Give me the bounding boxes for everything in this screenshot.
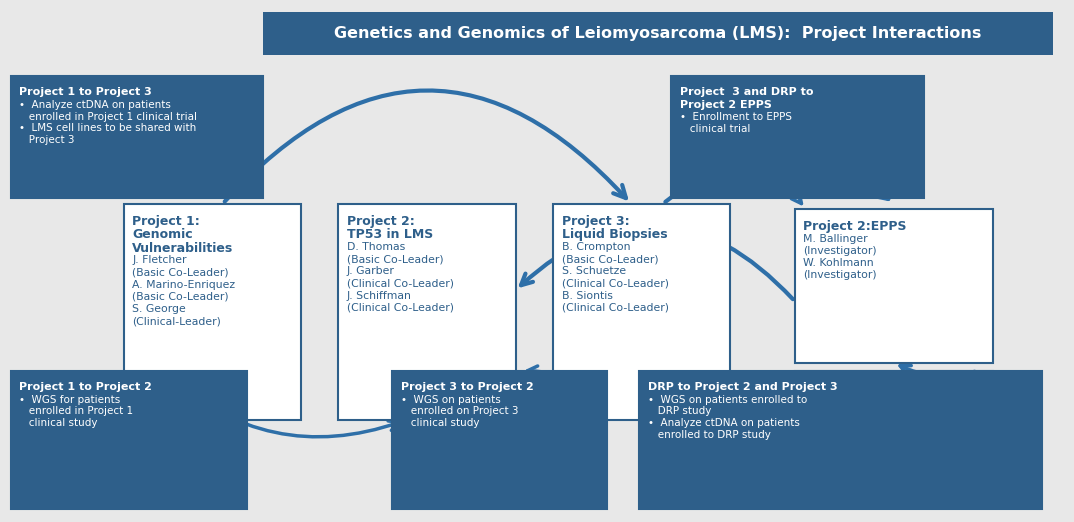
Text: DRP:: DRP: bbox=[803, 382, 838, 395]
FancyBboxPatch shape bbox=[338, 204, 516, 420]
Text: (Basic Co-Leader): (Basic Co-Leader) bbox=[132, 292, 229, 302]
Text: (Clinical Co-Leader): (Clinical Co-Leader) bbox=[347, 303, 454, 313]
Text: •  Analyze ctDNA on patients: • Analyze ctDNA on patients bbox=[19, 100, 171, 110]
Text: Project 1:: Project 1: bbox=[132, 215, 200, 228]
FancyBboxPatch shape bbox=[11, 76, 263, 198]
Text: Pilot Trial Localized LMS: Pilot Trial Localized LMS bbox=[803, 396, 955, 406]
Text: Project 2:: Project 2: bbox=[347, 215, 415, 228]
Text: TP53 in LMS: TP53 in LMS bbox=[347, 229, 433, 242]
Text: Genomic: Genomic bbox=[132, 229, 192, 242]
Text: Genetics and Genomics of Leiomyosarcoma (LMS):  Project Interactions: Genetics and Genomics of Leiomyosarcoma … bbox=[334, 26, 982, 41]
Text: Project 3 to Project 2: Project 3 to Project 2 bbox=[401, 382, 534, 392]
Text: Project  3 and DRP to: Project 3 and DRP to bbox=[680, 87, 813, 97]
Text: •  Analyze ctDNA on patients: • Analyze ctDNA on patients bbox=[648, 419, 799, 429]
Text: Project 2 EPPS: Project 2 EPPS bbox=[680, 100, 772, 110]
Text: (Basic Co-Leader): (Basic Co-Leader) bbox=[132, 267, 229, 278]
Text: D. Thomas: D. Thomas bbox=[347, 242, 405, 252]
Text: S. Schuetze (Principal Investigator): S. Schuetze (Principal Investigator) bbox=[803, 408, 987, 418]
Text: (Clinical Co-Leader): (Clinical Co-Leader) bbox=[562, 279, 669, 289]
Text: clinical study: clinical study bbox=[19, 419, 98, 429]
Text: (Investigator): (Investigator) bbox=[803, 270, 877, 280]
Text: J. Garber: J. Garber bbox=[347, 266, 395, 276]
Text: DRP study: DRP study bbox=[648, 407, 711, 417]
FancyBboxPatch shape bbox=[795, 209, 993, 363]
Text: DRP to Project 2 and Project 3: DRP to Project 2 and Project 3 bbox=[648, 382, 838, 392]
Text: W. Kohlmann: W. Kohlmann bbox=[803, 258, 874, 268]
Text: (Clinical-Leader): (Clinical-Leader) bbox=[132, 316, 221, 326]
Text: enrolled in Project 1 clinical trial: enrolled in Project 1 clinical trial bbox=[19, 112, 198, 122]
Text: •  WGS on patients: • WGS on patients bbox=[401, 395, 500, 405]
FancyBboxPatch shape bbox=[795, 371, 993, 452]
Text: •  WGS for patients: • WGS for patients bbox=[19, 395, 120, 405]
Text: S. Schuetze: S. Schuetze bbox=[562, 266, 626, 276]
FancyBboxPatch shape bbox=[392, 371, 607, 509]
Text: Project 3: Project 3 bbox=[19, 135, 75, 146]
Text: clinical study: clinical study bbox=[401, 419, 479, 429]
Text: •  LMS cell lines to be shared with: • LMS cell lines to be shared with bbox=[19, 124, 197, 134]
FancyBboxPatch shape bbox=[11, 371, 247, 509]
Text: Project 1 to Project 3: Project 1 to Project 3 bbox=[19, 87, 153, 97]
Text: enrolled on Project 3: enrolled on Project 3 bbox=[401, 407, 518, 417]
Text: (Basic Co-Leader): (Basic Co-Leader) bbox=[347, 254, 444, 264]
Text: clinical trial: clinical trial bbox=[680, 124, 751, 134]
FancyBboxPatch shape bbox=[671, 76, 924, 198]
Text: B. Crompton: B. Crompton bbox=[562, 242, 630, 252]
Text: Project 3:: Project 3: bbox=[562, 215, 629, 228]
Text: enrolled in Project 1: enrolled in Project 1 bbox=[19, 407, 133, 417]
FancyBboxPatch shape bbox=[553, 204, 730, 420]
Text: Liquid Biopsies: Liquid Biopsies bbox=[562, 229, 667, 242]
Text: J. Schiffman: J. Schiffman bbox=[347, 291, 411, 301]
Text: Project 2:EPPS: Project 2:EPPS bbox=[803, 220, 906, 233]
Text: J. Fletcher: J. Fletcher bbox=[132, 255, 187, 265]
Text: •  WGS on patients enrolled to: • WGS on patients enrolled to bbox=[648, 395, 807, 405]
FancyBboxPatch shape bbox=[124, 204, 301, 420]
Text: (Basic Co-Leader): (Basic Co-Leader) bbox=[562, 254, 658, 264]
Text: M. Ballinger: M. Ballinger bbox=[803, 234, 868, 244]
Text: enrolled to DRP study: enrolled to DRP study bbox=[648, 430, 770, 441]
FancyBboxPatch shape bbox=[263, 12, 1053, 55]
Text: •  Enrollment to EPPS: • Enrollment to EPPS bbox=[680, 112, 792, 122]
Text: Vulnerabilities: Vulnerabilities bbox=[132, 242, 233, 255]
FancyBboxPatch shape bbox=[639, 371, 1042, 509]
Text: (Clinical Co-Leader): (Clinical Co-Leader) bbox=[562, 303, 669, 313]
Text: (Investigator): (Investigator) bbox=[803, 246, 877, 256]
Text: (Clinical Co-Leader): (Clinical Co-Leader) bbox=[347, 279, 454, 289]
Text: Project 1 to Project 2: Project 1 to Project 2 bbox=[19, 382, 153, 392]
Text: A. Marino-Enriquez: A. Marino-Enriquez bbox=[132, 280, 235, 290]
Text: B. Siontis: B. Siontis bbox=[562, 291, 612, 301]
Text: S. George: S. George bbox=[132, 304, 186, 314]
